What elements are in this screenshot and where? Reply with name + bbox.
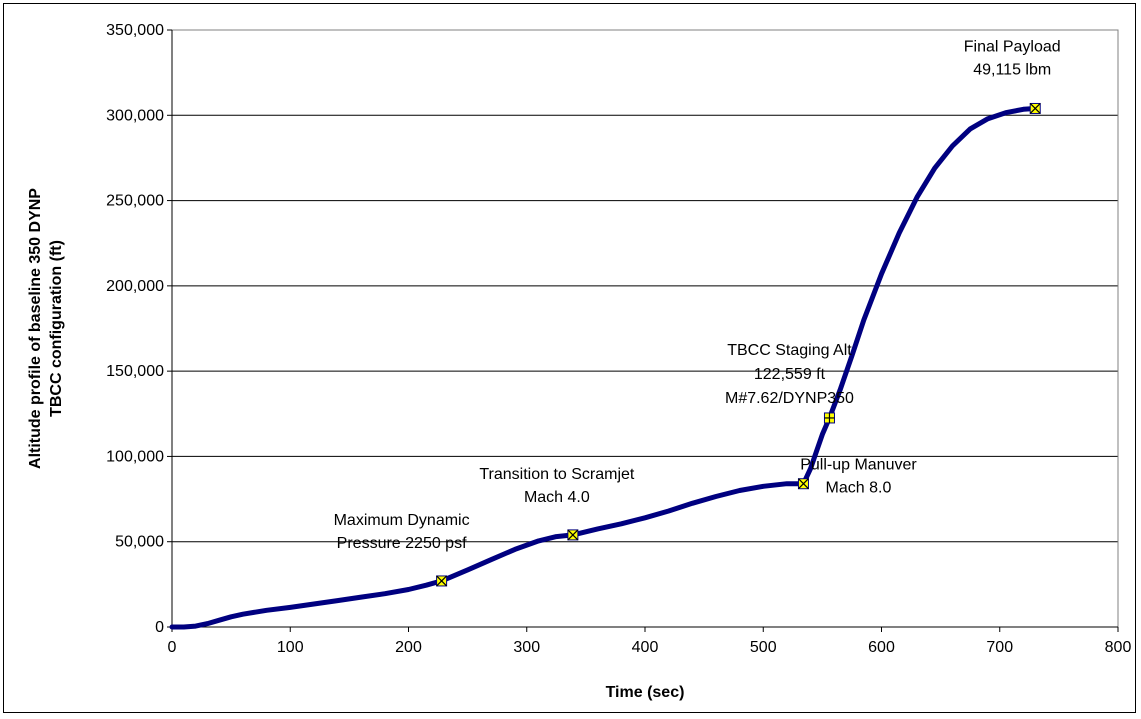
gridlines bbox=[172, 29, 1118, 543]
annotation-marker-staging bbox=[823, 412, 835, 424]
annotation-marker-pullup bbox=[797, 478, 809, 490]
y-tick-label: 100,000 bbox=[106, 448, 164, 465]
annotation-label-scramjet: Transition to Scramjet bbox=[479, 466, 635, 483]
x-tick-label: 100 bbox=[277, 639, 304, 656]
annotation-label-pullup: Pull-up Manuver bbox=[800, 457, 917, 474]
y-axis-title-line: Altitude profile of baseline 350 DYNP bbox=[27, 188, 44, 469]
y-tick-label: 150,000 bbox=[106, 363, 164, 380]
x-tick-label: 500 bbox=[750, 639, 777, 656]
x-tick-label: 0 bbox=[168, 639, 177, 656]
y-tick-label: 200,000 bbox=[106, 278, 164, 295]
x-tick-label: 400 bbox=[632, 639, 659, 656]
annotation-label-payload: Final Payload bbox=[964, 38, 1061, 55]
x-tick-label: 800 bbox=[1105, 639, 1132, 656]
y-tick-label: 250,000 bbox=[106, 193, 164, 210]
y-tick-label: 0 bbox=[155, 619, 164, 636]
annotation-label-payload: 49,115 lbm bbox=[973, 61, 1051, 78]
annotation-marker-max-q bbox=[436, 575, 448, 587]
annotation-labels: Maximum Dynamic Pressure 2250 psf Transiti… bbox=[334, 38, 1061, 551]
x-axis-title: Time (sec) bbox=[606, 684, 685, 701]
y-tick-label: 50,000 bbox=[115, 534, 164, 551]
y-axis-title: Altitude profile of baseline 350 DYNP TBC… bbox=[27, 188, 65, 469]
annotation-marker-payload bbox=[1029, 102, 1041, 114]
axes: 0 50,000 100,000 150,000 200,000 250,000 300,0… bbox=[106, 22, 1131, 656]
x-tick-label: 700 bbox=[986, 639, 1013, 656]
annotation-label-max-q: Pressure 2250 psf bbox=[337, 535, 467, 552]
y-tick-label: 350,000 bbox=[106, 22, 164, 39]
annotation-label-staging: TBCC Staging Alt bbox=[727, 342, 852, 359]
annotation-label-pullup: Mach 8.0 bbox=[826, 480, 892, 497]
annotation-label-staging: 122,559 ft bbox=[754, 366, 826, 383]
annotation-label-max-q: Maximum Dynamic bbox=[334, 512, 470, 529]
y-axis-title-line: TBCC configuration (ft) bbox=[48, 240, 65, 417]
annotation-label-scramjet: Mach 4.0 bbox=[524, 489, 590, 506]
altitude-series-line bbox=[169, 106, 1038, 630]
chart-frame bbox=[3, 3, 1136, 713]
annotation-markers bbox=[436, 102, 1041, 587]
x-tick-label: 300 bbox=[513, 639, 540, 656]
x-tick-label: 600 bbox=[868, 639, 895, 656]
annotation-label-staging: M#7.62/DYNP350 bbox=[725, 390, 854, 407]
y-tick-label: 300,000 bbox=[106, 107, 164, 124]
series-line bbox=[169, 106, 1038, 630]
annotation-marker-scramjet bbox=[567, 529, 579, 541]
x-tick-label: 200 bbox=[395, 639, 422, 656]
plot-area-border bbox=[171, 29, 1119, 628]
